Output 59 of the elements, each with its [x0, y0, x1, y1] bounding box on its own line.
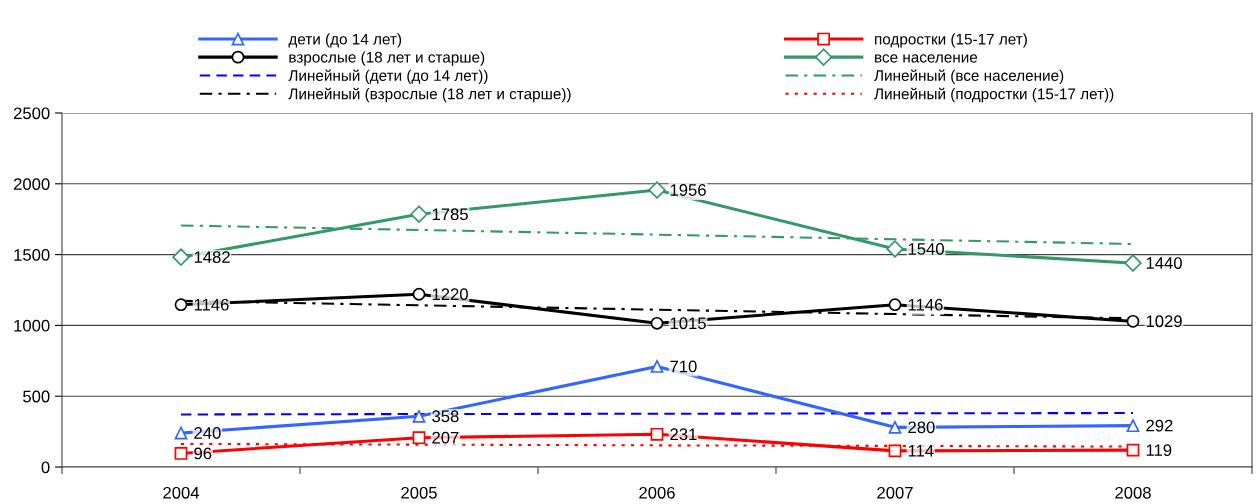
x-tick-label: 2008	[1115, 486, 1151, 499]
point	[888, 444, 902, 458]
point	[888, 298, 902, 312]
legend-label: Линейный (все население)	[874, 69, 1064, 84]
point	[650, 316, 664, 330]
data-label: 1220	[432, 288, 468, 301]
point	[1126, 314, 1140, 328]
y-tick-label: 2000	[13, 178, 50, 190]
point	[888, 420, 902, 434]
data-label: 358	[432, 410, 459, 423]
point	[1126, 419, 1140, 433]
x-tick-label: 2007	[877, 486, 913, 499]
point	[1126, 443, 1140, 457]
legend-label: дети (до 14 лет)	[288, 33, 402, 48]
point	[174, 447, 188, 460]
y-tick-label: 500	[23, 390, 50, 403]
data-label: 1482	[194, 251, 230, 264]
point	[648, 181, 666, 199]
data-label: 1956	[670, 184, 706, 196]
y-tick-label: 2500	[13, 107, 50, 120]
point	[174, 298, 188, 312]
data-label: 1540	[908, 243, 944, 255]
point	[412, 431, 426, 445]
data-label: 119	[1146, 444, 1172, 457]
point	[886, 240, 904, 258]
point	[172, 248, 190, 266]
data-label: 292	[1146, 419, 1173, 432]
data-label: 1146	[908, 298, 943, 311]
point	[174, 426, 188, 440]
data-label: 1015	[670, 317, 706, 330]
point	[412, 409, 426, 423]
x-tick-label: 2005	[401, 486, 437, 499]
data-label: 1785	[432, 208, 468, 221]
legend-label: подростки (15-17 лет)	[875, 33, 1027, 48]
legend-label: Линейный (дети (до 14 лет))	[288, 69, 488, 84]
data-label: 710	[670, 360, 697, 373]
point	[1124, 254, 1142, 272]
legend-label: взрослые (18 лет и старше)	[289, 51, 485, 66]
legend-label: Линейный (подростки (15-17 лет))	[874, 87, 1114, 103]
x-tick-label: 2004	[163, 486, 200, 499]
point	[650, 360, 664, 373]
point	[410, 205, 428, 223]
point	[412, 287, 426, 301]
data-label: 1029	[1146, 315, 1182, 328]
data-label: 240	[194, 427, 221, 439]
point	[650, 427, 664, 441]
data-label: 207	[432, 431, 459, 444]
legend-label: все население	[875, 54, 978, 63]
data-label: 1146	[194, 298, 229, 311]
data-label: 280	[908, 421, 935, 434]
data-label: 96	[194, 447, 212, 460]
data-label: 231	[670, 428, 697, 441]
legend-label: Линейный (взрослые (18 лет и старше))	[288, 87, 571, 103]
y-tick-label: 0	[41, 461, 50, 474]
y-tick-label: 1500	[14, 249, 50, 261]
data-label: 114	[908, 445, 934, 457]
y-tick-label: 1000	[14, 319, 50, 332]
x-tick-label: 2006	[639, 486, 675, 499]
data-label: 1440	[1146, 257, 1182, 269]
